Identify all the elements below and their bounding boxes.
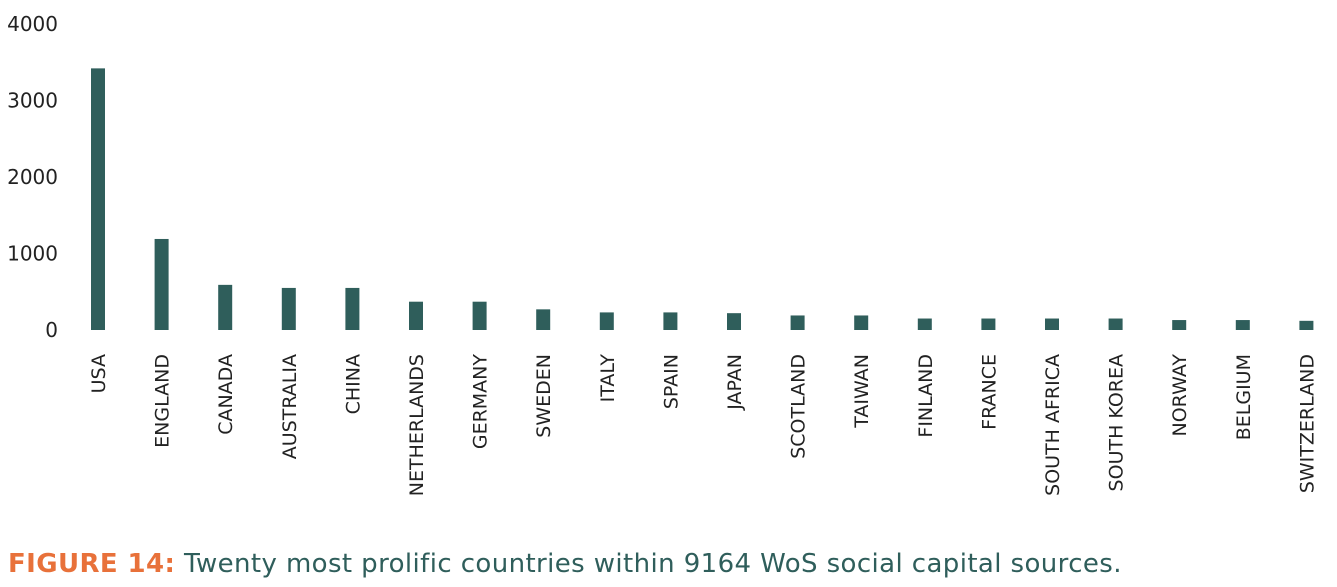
bar-france <box>981 318 996 330</box>
bar-south-africa <box>1045 318 1059 330</box>
bar-belgium <box>1235 320 1250 330</box>
bar-spain <box>663 312 678 330</box>
bar-netherlands <box>409 301 423 330</box>
y-tick-label: 3000 <box>7 89 58 113</box>
bar-norway <box>1172 320 1187 330</box>
bar-switzerland <box>1299 320 1314 330</box>
x-category-label: CANADA <box>215 354 237 435</box>
x-category-label: JAPAN <box>724 354 746 411</box>
x-category-label: SPAIN <box>660 354 682 409</box>
x-category-label: NORWAY <box>1169 354 1191 437</box>
x-category-label: SOUTH AFRICA <box>1042 354 1064 496</box>
x-category-label: NETHERLANDS <box>406 354 428 496</box>
bar-south-korea <box>1108 318 1123 330</box>
x-category-label: SCOTLAND <box>788 354 810 459</box>
y-axis-ticks: 0 1000 2000 3000 4000 <box>7 12 58 342</box>
x-category-label: AUSTRALIA <box>279 354 301 459</box>
bars <box>91 68 1314 331</box>
x-category-label: BELGIUM <box>1233 354 1255 440</box>
x-category-label: SOUTH KOREA <box>1106 354 1128 491</box>
x-category-label: SWEDEN <box>533 354 555 438</box>
figure-caption: FIGURE 14: Twenty most prolific countrie… <box>8 549 1122 579</box>
x-category-label: GERMANY <box>470 354 492 450</box>
y-tick-label: 2000 <box>7 165 58 189</box>
bar-usa <box>91 68 105 331</box>
y-tick-label: 1000 <box>7 242 58 266</box>
caption-label: FIGURE 14: <box>8 549 176 579</box>
bar-australia <box>281 287 296 330</box>
bar-germany <box>472 301 487 330</box>
x-category-label: CHINA <box>342 354 364 414</box>
x-category-label: USA <box>88 354 110 393</box>
bar-chart: 0 1000 2000 3000 4000 USA ENGLAND CANADA AUSTRA… <box>7 12 1318 497</box>
bar-finland <box>917 318 932 330</box>
y-tick-label: 4000 <box>7 12 58 36</box>
caption-text: Twenty most prolific countries within 91… <box>175 549 1122 579</box>
x-category-label: TAIWAN <box>851 354 873 429</box>
bar-italy <box>599 312 614 330</box>
x-category-label: FRANCE <box>978 354 1000 430</box>
bar-japan <box>727 313 741 330</box>
x-category-label: ITALY <box>597 354 619 403</box>
x-axis-labels: USA ENGLAND CANADA AUSTRALIA CHINA NETHERLAND… <box>88 354 1318 497</box>
bar-england <box>154 238 169 330</box>
bar-china <box>345 287 360 330</box>
bar-scotland <box>790 315 805 330</box>
x-category-label: ENGLAND <box>152 354 174 448</box>
bar-sweden <box>536 309 551 330</box>
x-category-label: FINLAND <box>915 354 937 438</box>
bar-taiwan <box>854 315 869 330</box>
x-category-label: SWITZERLAND <box>1296 354 1318 493</box>
y-tick-label: 0 <box>45 318 58 342</box>
bar-canada <box>218 284 233 330</box>
